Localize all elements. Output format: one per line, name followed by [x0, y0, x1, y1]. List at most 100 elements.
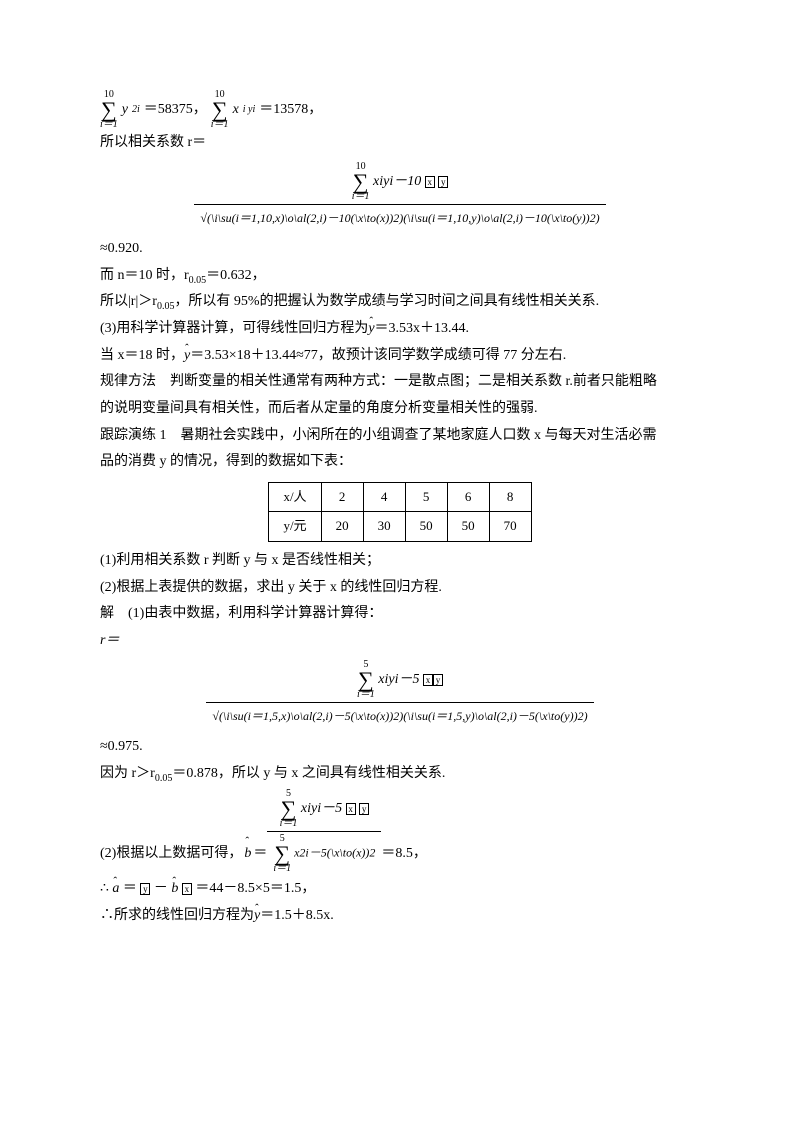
- sum-lower: i＝1: [211, 120, 229, 130]
- therefore-symbol: ∴: [100, 881, 109, 896]
- hat-y: y: [368, 321, 374, 336]
- therefore-2: ∴所求的线性回归方程为y＝1.5＋8.5x.: [100, 903, 700, 930]
- var-y: y: [122, 97, 128, 124]
- text: r＝: [100, 633, 119, 648]
- text: ＝: [123, 881, 137, 896]
- solution-head: 解 (1)由表中数据，利用科学计算器计算得：: [100, 601, 700, 628]
- sum-lower: i＝1: [273, 864, 291, 874]
- denominator: 5 ∑ i＝1 x2i－5(\x\to(x))2: [267, 832, 381, 876]
- track-line-1: 跟踪演练 1 暑期社会实践中，小闲所在的小组调查了某地家庭人口数 x 与每天对生…: [100, 423, 700, 450]
- denominator: √(\i\su(i＝1,10,x)\o\al(2,i)－10(\x\to(x))…: [194, 205, 605, 232]
- text: 当 x＝18 时，: [100, 348, 184, 363]
- text: ＝0.632，: [206, 268, 266, 283]
- table-cell: 6: [447, 482, 489, 512]
- subscript: 2i: [132, 100, 140, 119]
- table-cell: 50: [447, 512, 489, 542]
- r-equals: r＝: [100, 628, 700, 655]
- track-line-2: 品的消费 y 的情况，得到的数据如下表：: [100, 449, 700, 476]
- approx-line: ≈0.920.: [100, 236, 700, 263]
- hat-y: y: [254, 908, 260, 923]
- den-text: x2i－5(\x\to(x))2: [294, 846, 375, 860]
- hat-y: y: [184, 348, 190, 363]
- table-row: x/人 2 4 5 6 8: [269, 482, 531, 512]
- sum-block-1: 10 ∑ i＝1: [100, 90, 118, 130]
- numerator: 10 ∑ i＝1 xiyi－10 x y: [194, 160, 605, 205]
- box-y: y: [438, 176, 448, 188]
- formula-text: xiyi－10: [373, 175, 421, 190]
- table-cell: 20: [321, 512, 363, 542]
- text-line: 当 x＝18 时，y＝3.53×18＋13.44≈77，故预计该同学数学成绩可得…: [100, 343, 700, 370]
- because-line: 因为 r＞r0.05＝0.878，所以 y 与 x 之间具有线性相关关系.: [100, 761, 700, 788]
- table-row: y/元 20 30 50 50 70: [269, 512, 531, 542]
- fraction-2: 5 ∑ i＝1 xiyi－5 xy √(\i\su(i＝1,5,x)\o\al(…: [100, 658, 700, 730]
- table-cell: 2: [321, 482, 363, 512]
- hat-b: b: [244, 841, 251, 868]
- sum-lower: i＝1: [352, 192, 370, 202]
- table-cell: x/人: [269, 482, 321, 512]
- text: 因为 r＞r: [100, 766, 155, 781]
- equation: ＝1.5＋8.5x.: [260, 908, 334, 923]
- fraction-3: 5 ∑ i＝1 xiyi－5 x y 5 ∑ i＝1 x2i－5(\x\to(x…: [267, 787, 381, 876]
- sigma-symbol: ∑: [273, 844, 291, 864]
- table-cell: 8: [489, 482, 531, 512]
- box-x: x: [346, 803, 356, 815]
- text: ∴所求的线性回归方程为: [100, 908, 254, 923]
- text-line: 而 n＝10 时，r0.05＝0.632，: [100, 263, 700, 290]
- text-line: (3)用科学计算器计算，可得线性回归方程为y＝3.53x＋13.44.: [100, 316, 700, 343]
- table-cell: 4: [363, 482, 405, 512]
- text: (2)根据以上数据可得，: [100, 841, 242, 868]
- table-cell: 50: [405, 512, 447, 542]
- subscript: 0.05: [157, 301, 175, 312]
- text: ＝3.53×18＋13.44≈77，故预计该同学数学成绩可得 77 分左右.: [190, 348, 566, 363]
- text: 所以|r|＞r: [100, 294, 157, 309]
- text-line: 所以相关系数 r＝: [100, 130, 700, 157]
- result: ＝8.5，: [381, 841, 427, 868]
- formula-text: xiyi－5: [301, 802, 342, 817]
- box-y: y: [433, 674, 443, 686]
- value-1: ＝58375，: [144, 97, 207, 124]
- value-2: ＝13578，: [259, 97, 322, 124]
- table-cell: y/元: [269, 512, 321, 542]
- subscript: i yi: [243, 100, 256, 119]
- box-x: x: [423, 674, 433, 686]
- text: (3)用科学计算器计算，可得线性回归方程为: [100, 321, 368, 336]
- text: ＝0.878，所以 y 与 x 之间具有线性相关关系.: [172, 766, 445, 781]
- q2-computation: (2)根据以上数据可得， b ＝ 5 ∑ i＝1 xiyi－5 x y 5 ∑ …: [100, 787, 700, 876]
- sqrt-symbol: √: [212, 709, 219, 723]
- rule-line-1: 规律方法 判断变量的相关性通常有两种方式：一是散点图；二是相关系数 r.前者只能…: [100, 369, 700, 396]
- box-x: x: [182, 883, 192, 895]
- data-table: x/人 2 4 5 6 8 y/元 20 30 50 50 70: [268, 482, 531, 542]
- den-text: (\i\su(i＝1,5,x)\o\al(2,i)－5(\x\to(x))2)(…: [219, 709, 588, 723]
- equation: ＝3.53x＋13.44.: [375, 321, 470, 336]
- table-cell: 5: [405, 482, 447, 512]
- box-x: x: [425, 176, 435, 188]
- summation-line: 10 ∑ i＝1 y 2i ＝58375， 10 ∑ i＝1 x i yi ＝1…: [100, 90, 700, 130]
- sigma-symbol: ∑: [352, 172, 370, 192]
- sum-lower: i＝1: [357, 690, 375, 700]
- text: 而 n＝10 时，r: [100, 268, 189, 283]
- text-line: 所以|r|＞r0.05，所以有 95%的把握认为数学成绩与学习时间之间具有线性相…: [100, 289, 700, 316]
- text: ＝44－8.5×5＝1.5，: [195, 881, 315, 896]
- box-y: y: [359, 803, 369, 815]
- denominator: √(\i\su(i＝1,5,x)\o\al(2,i)－5(\x\to(x))2)…: [206, 703, 593, 730]
- hat-b: b: [171, 881, 178, 896]
- numerator: 5 ∑ i＝1 xiyi－5 x y: [267, 787, 381, 832]
- table-cell: 30: [363, 512, 405, 542]
- sum-lower: i＝1: [100, 120, 118, 130]
- sqrt-symbol: √: [200, 211, 207, 225]
- subscript: 0.05: [155, 772, 173, 783]
- therefore-1: ∴ a ＝ y － b x ＝44－8.5×5＝1.5，: [100, 876, 700, 903]
- sum-lower: i＝1: [280, 819, 298, 829]
- subscript: 0.05: [189, 274, 207, 285]
- text: ，所以有 95%的把握认为数学成绩与学习时间之间具有线性相关关系.: [174, 294, 599, 309]
- sigma-symbol: ∑: [280, 799, 298, 819]
- rule-line-2: 的说明变量间具有相关性，而后者从定量的角度分析变量相关性的强弱.: [100, 396, 700, 423]
- sigma-symbol: ∑: [211, 100, 229, 120]
- den-text: (\i\su(i＝1,10,x)\o\al(2,i)－10(\x\to(x))2…: [207, 211, 600, 225]
- question-2: (2)根据上表提供的数据，求出 y 关于 x 的线性回归方程.: [100, 575, 700, 602]
- var-x: x: [233, 97, 239, 124]
- sum-block-2: 10 ∑ i＝1: [211, 90, 229, 130]
- hat-a: a: [112, 881, 119, 896]
- numerator: 5 ∑ i＝1 xiyi－5 xy: [206, 658, 593, 703]
- question-1: (1)利用相关系数 r 判断 y 与 x 是否线性相关；: [100, 548, 700, 575]
